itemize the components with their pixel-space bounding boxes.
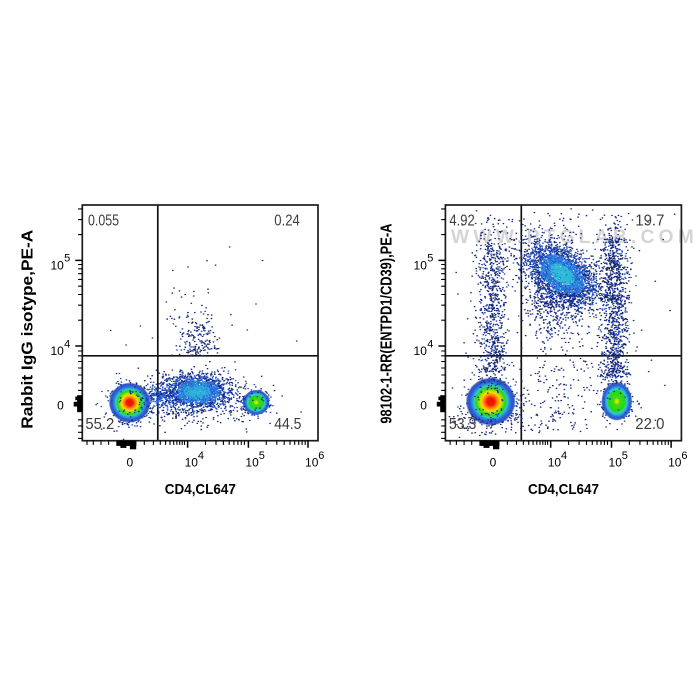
svg-text:4: 4 [198, 450, 204, 462]
svg-text:Rabbit IgG isotype,PE-A: Rabbit IgG isotype,PE-A [19, 229, 36, 428]
svg-text:10: 10 [50, 258, 64, 272]
svg-text:10: 10 [668, 455, 682, 469]
svg-text:0: 0 [57, 398, 64, 412]
svg-text:10: 10 [414, 258, 428, 272]
svg-text:5: 5 [622, 450, 628, 462]
svg-text:55.2: 55.2 [85, 416, 114, 433]
svg-text:10: 10 [305, 455, 319, 469]
svg-text:5: 5 [427, 253, 433, 265]
svg-text:10: 10 [609, 455, 623, 469]
svg-text:0: 0 [490, 455, 497, 469]
svg-text:10: 10 [414, 344, 428, 358]
svg-text:0: 0 [127, 455, 134, 469]
svg-text:10: 10 [245, 455, 259, 469]
svg-text:10: 10 [185, 455, 199, 469]
svg-text:0.24: 0.24 [274, 213, 300, 230]
svg-text:22.0: 22.0 [635, 416, 664, 433]
svg-text:CD4,CL647: CD4,CL647 [528, 481, 599, 498]
svg-text:0: 0 [420, 398, 427, 412]
svg-text:0.055: 0.055 [88, 213, 119, 230]
svg-text:98102-1-RR(ENTPD1/CD39),PE-A: 98102-1-RR(ENTPD1/CD39),PE-A [378, 223, 395, 423]
svg-text:19.7: 19.7 [635, 213, 664, 230]
svg-text:44.5: 44.5 [274, 416, 301, 433]
svg-text:10: 10 [548, 455, 562, 469]
svg-text:53.3: 53.3 [449, 416, 477, 433]
svg-text:4.92: 4.92 [449, 213, 474, 230]
svg-text:10: 10 [50, 344, 64, 358]
svg-text:4: 4 [427, 339, 433, 351]
svg-text:CD4,CL647: CD4,CL647 [165, 481, 236, 498]
svg-text:6: 6 [681, 450, 687, 462]
svg-text:5: 5 [64, 253, 70, 265]
svg-text:WWW.PTGLAB.COM: WWW.PTGLAB.COM [451, 227, 698, 248]
svg-text:5: 5 [259, 450, 265, 462]
svg-text:4: 4 [561, 450, 567, 462]
svg-text:6: 6 [318, 450, 324, 462]
svg-text:4: 4 [64, 339, 70, 351]
